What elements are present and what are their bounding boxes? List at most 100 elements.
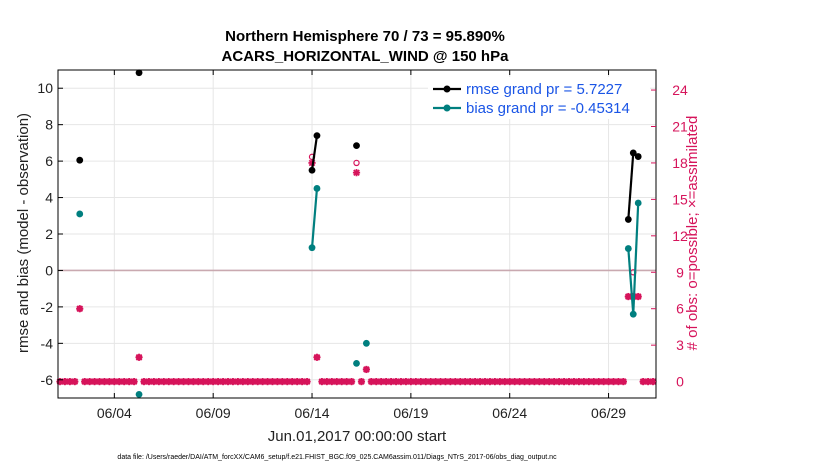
- obs-assimilated-stroke: [624, 293, 632, 300]
- obs-assimilated-stroke: [353, 169, 360, 176]
- legend-bias-marker: [443, 104, 451, 112]
- obs-assimilated-stroke: [634, 293, 642, 300]
- obs-assimilated-stroke: [466, 378, 474, 385]
- bias-point: [362, 339, 370, 347]
- obs-assimilated-marker: [417, 378, 425, 386]
- obs-possible-marker: [353, 159, 360, 167]
- x-tick-label: 06/24: [492, 405, 527, 421]
- y2-tick-label: 24: [672, 82, 688, 98]
- obs-assimilated-stroke: [377, 378, 385, 385]
- obs-assimilated-stroke: [204, 378, 212, 385]
- obs-assimilated-marker: [545, 378, 553, 386]
- obs-assimilated-stroke: [165, 378, 173, 385]
- obs-assimilated-marker: [204, 378, 212, 386]
- legend-rmse-label: rmse grand pr = 5.7227: [466, 81, 622, 98]
- obs-assimilated-marker: [278, 378, 286, 386]
- rmse-point: [634, 153, 642, 160]
- obs-assimilated-stroke: [328, 378, 336, 385]
- obs-assimilated-stroke: [249, 378, 257, 385]
- x-axis-ticks: 06/04 06/09 06/14 06/19 06/24 06/29: [97, 70, 626, 421]
- obs-assimilated-stroke: [259, 378, 266, 385]
- bias-segment: [632, 202, 640, 315]
- obs-assimilated-marker: [520, 378, 529, 386]
- obs-assimilated-stroke: [531, 378, 538, 385]
- y-tick-label: 10: [37, 80, 53, 96]
- obs-assimilated-stroke: [590, 378, 598, 385]
- data-series: [76, 69, 642, 398]
- obs-assimilated-marker: [71, 378, 79, 386]
- y2-tick-label: 18: [672, 155, 688, 171]
- obs-assimilated-marker: [585, 378, 593, 386]
- y-tick-label: -2: [41, 299, 54, 315]
- obs-assimilated-stroke: [447, 378, 454, 385]
- obs-assimilated-stroke: [615, 378, 622, 385]
- bias-point: [135, 390, 143, 398]
- obs-assimilated-stroke: [491, 378, 499, 385]
- obs-assimilated-stroke: [560, 378, 568, 385]
- obs-assimilated-stroke: [471, 378, 479, 385]
- obs-assimilated-stroke: [293, 378, 301, 385]
- x-tick-label: 06/04: [97, 405, 132, 421]
- obs-assimilated-stroke: [209, 378, 217, 385]
- obs-assimilated-stroke: [338, 378, 346, 385]
- obs-assimilated-marker: [357, 378, 366, 386]
- obs-assimilated-stroke: [111, 378, 118, 385]
- obs-assimilated-marker: [155, 378, 163, 386]
- obs-assimilated-marker: [268, 378, 277, 386]
- obs-assimilated-marker: [76, 305, 84, 313]
- obs-assimilated-stroke: [545, 378, 553, 385]
- obs-assimilated-marker: [229, 378, 237, 386]
- obs-assimilated-marker: [224, 378, 232, 386]
- obs-assimilated-stroke: [155, 378, 163, 385]
- obs-assimilated-stroke: [511, 378, 518, 385]
- obs-assimilated-stroke: [476, 378, 484, 385]
- obs-assimilated-stroke: [620, 378, 627, 385]
- obs-assimilated-stroke: [526, 378, 533, 385]
- obs-assimilated-stroke: [115, 378, 123, 385]
- obs-assimilated-stroke: [521, 378, 528, 385]
- chart-title: Northern Hemisphere 70 / 73 = 95.890%: [225, 28, 505, 45]
- y-tick-label: 0: [45, 262, 53, 278]
- obs-assimilated-stroke: [288, 378, 296, 385]
- obs-assimilated-stroke: [363, 366, 370, 373]
- obs-assimilated-stroke: [367, 378, 375, 385]
- obs-assimilated-stroke: [358, 378, 365, 385]
- y2-tick-label: 12: [672, 228, 688, 244]
- obs-assimilated-stroke: [605, 378, 612, 385]
- obs-assimilated-stroke: [71, 378, 79, 385]
- obs-assimilated-stroke: [442, 378, 449, 385]
- obs-assimilated-stroke: [644, 378, 652, 385]
- footnote-data-file: data file: /Users/raeder/DAI/ATM_forcXX/…: [117, 454, 557, 461]
- obs-assimilated-stroke: [125, 378, 133, 385]
- rmse-point: [313, 132, 321, 140]
- obs-assimilated-stroke: [283, 378, 291, 385]
- obs-assimilated-stroke: [145, 378, 153, 385]
- y-axis-ticks: -6 -4 -2 0 2 4 6 8 10: [37, 80, 63, 388]
- obs-assimilated-marker: [530, 378, 539, 386]
- obs-assimilated-stroke: [224, 378, 232, 385]
- y-tick-label: 8: [45, 117, 53, 133]
- rmse-point: [353, 142, 360, 150]
- y-tick-label: -6: [41, 372, 54, 388]
- rmse-point: [76, 156, 84, 164]
- bias-segment: [310, 188, 319, 248]
- obs-assimilated-marker: [303, 378, 311, 386]
- x-tick-label: 06/14: [295, 405, 330, 421]
- obs-assimilated-marker: [318, 378, 326, 386]
- obs-assimilated-marker: [298, 378, 306, 386]
- obs-assimilated-stroke: [81, 378, 89, 385]
- obs-assimilated-stroke: [397, 378, 405, 385]
- obs-assimilated-marker: [501, 378, 509, 386]
- obs-assimilated-stroke: [274, 378, 281, 385]
- x-tick-label: 06/19: [393, 405, 428, 421]
- obs-assimilated-stroke: [185, 378, 192, 385]
- obs-assimilated-marker: [194, 378, 202, 386]
- obs-assimilated-stroke: [585, 378, 593, 385]
- obs-assimilated-stroke: [536, 378, 543, 385]
- rmse-point: [629, 149, 637, 157]
- chart-subtitle: ACARS_HORIZONTAL_WIND @ 150 hPa: [222, 48, 510, 65]
- obs-assimilated-stroke: [101, 378, 108, 385]
- obs-assimilated-stroke: [456, 378, 464, 385]
- obs-assimilated-stroke: [595, 378, 603, 385]
- obs-assimilated-marker: [170, 378, 178, 386]
